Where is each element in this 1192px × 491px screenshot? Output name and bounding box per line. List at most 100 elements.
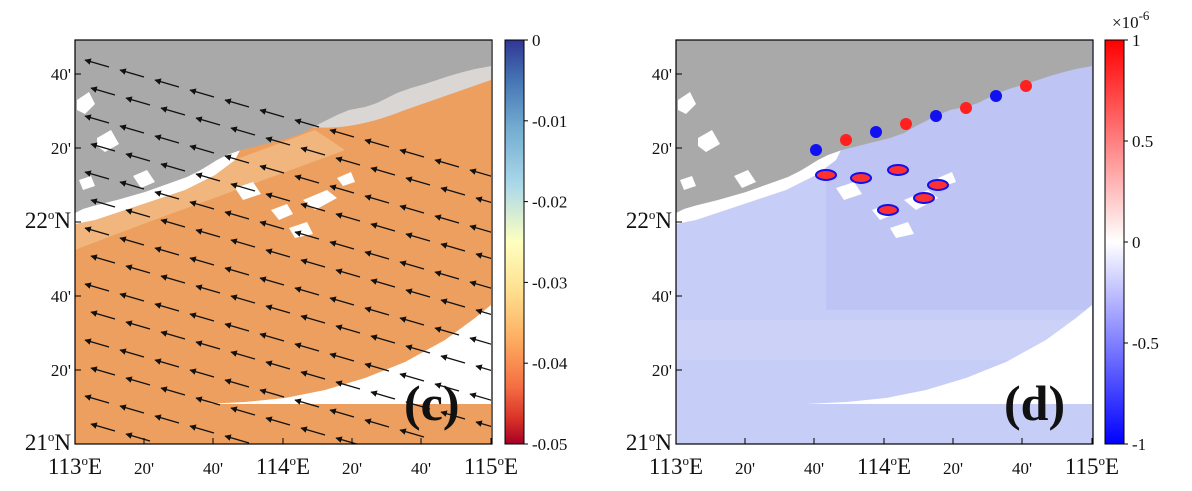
outside-domain: [806, 305, 1092, 404]
vector-arrow: [189, 200, 215, 210]
vector-arrow: [294, 230, 320, 240]
vector-arrow: [84, 338, 110, 348]
island: [271, 204, 293, 220]
vector-arrow: [154, 358, 180, 368]
vector-arrow: [125, 264, 151, 274]
vector-arrow: [294, 398, 320, 408]
vector-arrow: [189, 144, 215, 154]
vector-arrow: [329, 184, 355, 194]
vector-arrow: [265, 248, 291, 258]
vector-arrow: [399, 148, 425, 158]
vector-arrow: [230, 294, 256, 304]
vector-arrow: [434, 214, 460, 224]
vector-arrow: [364, 418, 390, 428]
vector-arrow: [160, 274, 186, 284]
land-island-east-bank: [810, 40, 845, 116]
island: [337, 172, 355, 186]
colorbar-multiplier: ×10-6: [1112, 8, 1150, 32]
colorbar-tick-label: -0.5: [1132, 334, 1159, 353]
vector-arrow: [440, 410, 466, 420]
vector-arrow: [475, 308, 491, 316]
vector-arrow: [154, 414, 180, 424]
vector-arrow: [84, 170, 110, 180]
vector-arrow: [434, 158, 460, 168]
vector-arrow: [300, 370, 326, 380]
vector-arrow: [294, 118, 320, 128]
vector-arrow: [160, 218, 186, 228]
vector-arrow: [259, 108, 285, 118]
island: [698, 130, 720, 152]
vector-arrow: [119, 348, 145, 358]
vector-arrow: [90, 310, 116, 320]
vector-arrow: [405, 232, 431, 242]
x-tick-label: 20': [943, 459, 963, 478]
y-tick-label: 40': [652, 287, 672, 306]
vector-arrow: [195, 172, 221, 182]
panel-d-label: (d): [1004, 375, 1065, 431]
vector-arrow: [265, 360, 291, 370]
vector-arrow: [440, 298, 466, 308]
vector-arrow: [335, 380, 361, 390]
vector-arrow: [195, 396, 221, 406]
vector-arrow: [265, 136, 291, 146]
vector-arrow: [224, 154, 250, 164]
nearshore-gradient: [75, 130, 345, 250]
x-tick-label: 113oE: [48, 453, 102, 479]
colorbar-tick-label: 0: [532, 31, 541, 50]
x-tick-label: 40': [203, 459, 223, 478]
vector-arrow: [224, 210, 250, 220]
island-extreme: [927, 179, 949, 191]
vector-arrow: [119, 404, 145, 414]
vector-arrow: [469, 168, 491, 177]
vector-arrow: [469, 336, 491, 345]
vector-arrow: [300, 146, 326, 156]
vector-arrow: [265, 192, 291, 202]
vector-arrow: [84, 114, 110, 124]
vector-arrow: [90, 198, 116, 208]
vector-arrow: [259, 164, 285, 174]
vector-arrow: [440, 242, 466, 252]
y-tick-label: 21oN: [626, 429, 673, 455]
vector-arrow: [329, 240, 355, 250]
island: [79, 176, 95, 190]
vector-arrow: [329, 296, 355, 306]
vector-arrow: [364, 306, 390, 316]
vector-arrow: [370, 278, 396, 288]
vector-arrow: [335, 268, 361, 278]
colorbar-tick-label: 0.5: [1132, 132, 1153, 151]
coastal-extreme: [930, 110, 942, 122]
vector-arrow: [370, 222, 396, 232]
vector-arrow: [259, 388, 285, 398]
vector-arrow: [189, 424, 215, 434]
vector-arrow: [259, 276, 285, 286]
vector-arrow: [224, 266, 250, 276]
vector-arrow: [224, 434, 250, 444]
vector-arrow: [224, 98, 250, 108]
colorbar-tick-label: -1: [1132, 435, 1146, 454]
coastal-extreme: [960, 102, 972, 114]
vector-arrow: [119, 68, 145, 78]
vector-arrow: [475, 364, 491, 372]
colorbar-tick-label: 1: [1132, 31, 1141, 50]
vector-arrow: [189, 88, 215, 98]
y-tick-label: 20': [652, 361, 672, 380]
y-tick-label: 22oN: [25, 207, 72, 233]
vector-arrow: [300, 426, 326, 436]
vector-arrow: [125, 320, 151, 330]
vector-arrow: [125, 432, 151, 442]
vector-arrow: [440, 354, 466, 364]
vector-arrow: [259, 332, 285, 342]
vector-arrow: [399, 372, 425, 382]
x-tick-label: 115oE: [1065, 453, 1119, 479]
vector-arrow: [230, 406, 256, 416]
vector-arrow: [119, 292, 145, 302]
x-tick-label: 20': [735, 459, 755, 478]
vector-arrow: [90, 254, 116, 264]
island: [678, 92, 696, 114]
colorbar: [504, 39, 525, 445]
vector-arrow: [294, 286, 320, 296]
colorbar-tick-label: -0.01: [532, 112, 567, 131]
land-island-east-bank: [209, 40, 244, 116]
island-extreme: [887, 164, 909, 176]
vector-arrow: [230, 182, 256, 192]
